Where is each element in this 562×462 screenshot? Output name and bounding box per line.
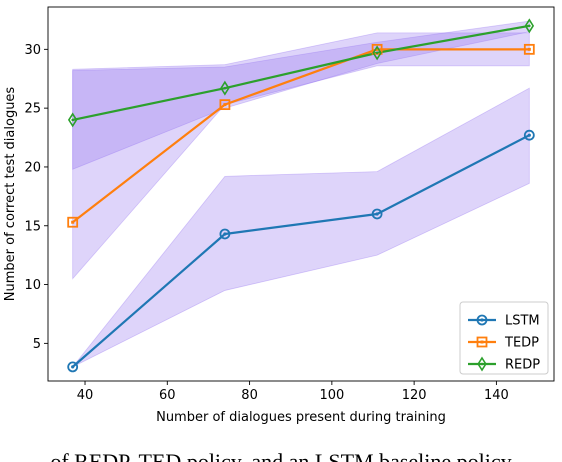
legend-label-tedp: TEDP — [504, 336, 539, 351]
x-tick-label-60: 60 — [159, 388, 176, 403]
marker-redp-74 — [220, 80, 230, 96]
y-tick-label-5: 5 — [33, 337, 41, 352]
line-lstm — [71, 134, 530, 368]
legend-entry-tedp: TEDP — [468, 336, 539, 351]
marker-lstm-74 — [219, 228, 231, 240]
marker-redp-148 — [524, 18, 535, 34]
legend-marker-tedp — [476, 336, 488, 348]
marker-tedp-148 — [523, 43, 535, 55]
legend-label-lstm: LSTM — [505, 314, 540, 329]
x-axis: 40 60 80 100 120 140 — [77, 381, 509, 403]
x-tick-label-140: 140 — [484, 388, 509, 403]
marker-lstm-37 — [67, 361, 79, 373]
legend-marker-redp — [477, 356, 487, 372]
y-tick-label-20: 20 — [24, 160, 41, 175]
figure-caption: of REDP, TED policy, and an LSTM baselin… — [50, 449, 512, 462]
series-lines — [71, 24, 530, 368]
marker-tedp-37 — [67, 216, 79, 228]
band-tedp — [72, 32, 530, 280]
x-axis-label: Number of dialogues present during train… — [156, 410, 446, 425]
plot-frame — [47, 6, 555, 382]
y-tick-label-25: 25 — [24, 102, 41, 117]
x-tick-label-120: 120 — [402, 388, 427, 403]
marker-tedp-74 — [219, 99, 231, 111]
legend-label-redp: REDP — [505, 358, 540, 373]
y-axis-label: Number of correct test dialogues — [3, 87, 18, 302]
x-tick-label-40: 40 — [77, 388, 94, 403]
line-chart: 40 60 80 100 120 140 5 10 15 20 25 30 Number of di… — [3, 6, 555, 425]
marker-lstm-111 — [371, 208, 383, 220]
y-tick-label-30: 30 — [24, 43, 41, 58]
x-tick-label-100: 100 — [319, 388, 344, 403]
legend-entry-redp: REDP — [468, 356, 540, 373]
marker-redp-111 — [372, 45, 382, 61]
y-tick-label-15: 15 — [24, 219, 41, 234]
y-tick-label-10: 10 — [24, 278, 41, 293]
marker-redp-37 — [67, 112, 78, 128]
series-markers — [67, 18, 535, 373]
x-tick-label-80: 80 — [241, 388, 258, 403]
legend-marker-lstm — [476, 314, 488, 326]
line-tedp — [72, 48, 530, 224]
marker-lstm-148 — [523, 129, 535, 141]
line-redp — [72, 24, 530, 121]
y-axis: 5 10 15 20 25 30 — [24, 43, 48, 352]
legend-entry-lstm: LSTM — [468, 314, 540, 329]
legend: LSTM TEDP REDP — [459, 301, 549, 375]
